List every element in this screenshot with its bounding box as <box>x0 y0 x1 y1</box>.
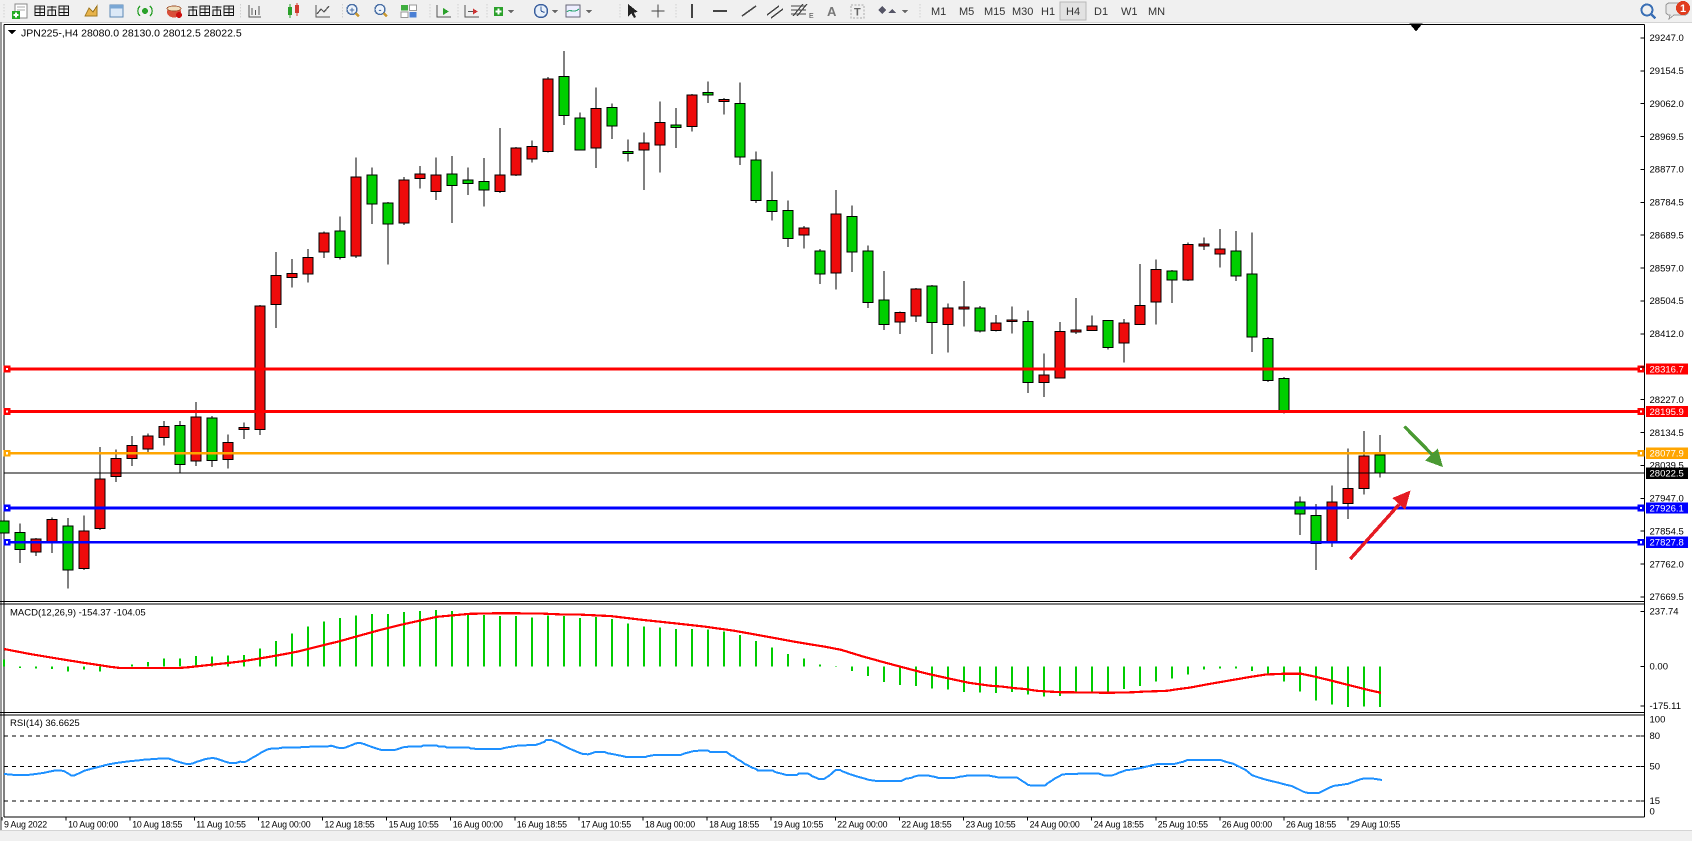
svg-text:-175.11: -175.11 <box>1650 701 1682 712</box>
svg-text:50: 50 <box>1650 762 1661 773</box>
svg-text:H1: H1 <box>1041 6 1055 18</box>
svg-text:25 Aug 10:55: 25 Aug 10:55 <box>1158 820 1208 830</box>
svg-text:28316.7: 28316.7 <box>1650 364 1684 375</box>
svg-text:1: 1 <box>1680 3 1686 15</box>
svg-text:M1: M1 <box>931 6 946 18</box>
svg-text:16 Aug 18:55: 16 Aug 18:55 <box>517 820 567 830</box>
svg-text:28227.0: 28227.0 <box>1650 395 1684 406</box>
svg-text:28195.9: 28195.9 <box>1650 407 1684 418</box>
svg-text:W1: W1 <box>1121 6 1138 18</box>
svg-text:22 Aug 00:00: 22 Aug 00:00 <box>837 820 887 830</box>
svg-text:9 Aug 2022: 9 Aug 2022 <box>4 820 47 830</box>
svg-text:28784.5: 28784.5 <box>1650 198 1684 209</box>
svg-text:28077.9: 28077.9 <box>1650 449 1684 460</box>
svg-text:10 Aug 00:00: 10 Aug 00:00 <box>68 820 118 830</box>
svg-text:27827.8: 27827.8 <box>1650 538 1684 549</box>
svg-text:27669.5: 27669.5 <box>1650 592 1684 603</box>
svg-text:27926.1: 27926.1 <box>1650 503 1684 514</box>
svg-text:27947.0: 27947.0 <box>1650 494 1684 505</box>
svg-text:0: 0 <box>1650 807 1655 818</box>
svg-text:M30: M30 <box>1012 6 1033 18</box>
svg-text:E: E <box>809 13 814 20</box>
svg-text:29247.0: 29247.0 <box>1650 33 1684 44</box>
svg-text:A: A <box>827 4 837 19</box>
svg-text:12 Aug 18:55: 12 Aug 18:55 <box>325 820 375 830</box>
svg-text:28039.5: 28039.5 <box>1650 461 1684 472</box>
svg-text:28969.5: 28969.5 <box>1650 132 1684 143</box>
svg-text:26 Aug 18:55: 26 Aug 18:55 <box>1286 820 1336 830</box>
svg-text:27762.0: 27762.0 <box>1650 559 1684 570</box>
svg-text:26 Aug 00:00: 26 Aug 00:00 <box>1222 820 1272 830</box>
svg-text:80: 80 <box>1650 731 1661 742</box>
svg-text:28597.0: 28597.0 <box>1650 263 1684 274</box>
svg-text:T: T <box>854 7 861 19</box>
svg-text:18 Aug 18:55: 18 Aug 18:55 <box>709 820 759 830</box>
svg-text:11 Aug 10:55: 11 Aug 10:55 <box>196 820 246 830</box>
svg-text:H4: H4 <box>1066 6 1080 18</box>
svg-text:28689.5: 28689.5 <box>1650 230 1684 241</box>
svg-text:12 Aug 00:00: 12 Aug 00:00 <box>260 820 310 830</box>
svg-text:15: 15 <box>1650 796 1661 807</box>
svg-text:29154.5: 29154.5 <box>1650 66 1684 77</box>
svg-text:RSI(14) 36.6625: RSI(14) 36.6625 <box>10 718 80 729</box>
svg-text:27854.5: 27854.5 <box>1650 527 1684 538</box>
svg-text:M15: M15 <box>984 6 1005 18</box>
svg-text:29 Aug 10:55: 29 Aug 10:55 <box>1350 820 1400 830</box>
svg-text:28134.5: 28134.5 <box>1650 428 1684 439</box>
svg-text:23 Aug 10:55: 23 Aug 10:55 <box>966 820 1016 830</box>
svg-text:29062.0: 29062.0 <box>1650 99 1684 110</box>
svg-text:24 Aug 18:55: 24 Aug 18:55 <box>1094 820 1144 830</box>
svg-text:0.00: 0.00 <box>1650 662 1669 673</box>
svg-text:28877.0: 28877.0 <box>1650 165 1684 176</box>
svg-text:16 Aug 00:00: 16 Aug 00:00 <box>453 820 503 830</box>
svg-text:MACD(12,26,9) -154.37 -104.05: MACD(12,26,9) -154.37 -104.05 <box>10 608 146 619</box>
svg-text:28412.0: 28412.0 <box>1650 329 1684 340</box>
svg-text:15 Aug 10:55: 15 Aug 10:55 <box>389 820 439 830</box>
svg-text:18 Aug 00:00: 18 Aug 00:00 <box>645 820 695 830</box>
svg-text:+: + <box>349 5 354 15</box>
svg-text:-: - <box>379 5 382 15</box>
svg-text:100: 100 <box>1650 715 1666 726</box>
svg-text:JPN225-,H4 28080.0 28130.0 28: JPN225-,H4 28080.0 28130.0 28012.5 28022… <box>21 28 242 40</box>
svg-text:22 Aug 18:55: 22 Aug 18:55 <box>901 820 951 830</box>
svg-text:24 Aug 00:00: 24 Aug 00:00 <box>1030 820 1080 830</box>
svg-text:M5: M5 <box>959 6 974 18</box>
svg-text:17 Aug 10:55: 17 Aug 10:55 <box>581 820 631 830</box>
svg-text:237.74: 237.74 <box>1650 607 1679 618</box>
svg-text:MN: MN <box>1148 6 1165 18</box>
svg-text:19 Aug 10:55: 19 Aug 10:55 <box>773 820 823 830</box>
svg-text:10 Aug 18:55: 10 Aug 18:55 <box>132 820 182 830</box>
svg-text:28022.5: 28022.5 <box>1650 469 1684 480</box>
svg-text:D1: D1 <box>1094 6 1108 18</box>
svg-text:28504.5: 28504.5 <box>1650 296 1684 307</box>
